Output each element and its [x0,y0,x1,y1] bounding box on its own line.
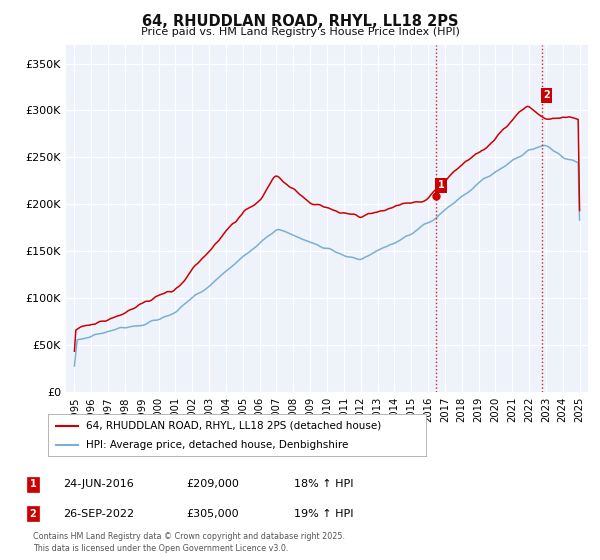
Text: 24-JUN-2016: 24-JUN-2016 [63,479,134,489]
Text: 1: 1 [29,479,37,489]
Text: £305,000: £305,000 [186,508,239,519]
Text: 1: 1 [438,180,445,190]
Text: Price paid vs. HM Land Registry's House Price Index (HPI): Price paid vs. HM Land Registry's House … [140,27,460,37]
Text: 64, RHUDDLAN ROAD, RHYL, LL18 2PS (detached house): 64, RHUDDLAN ROAD, RHYL, LL18 2PS (detac… [86,421,381,431]
Text: 2: 2 [543,90,550,100]
Text: HPI: Average price, detached house, Denbighshire: HPI: Average price, detached house, Denb… [86,440,348,450]
Text: 18% ↑ HPI: 18% ↑ HPI [294,479,353,489]
Text: Contains HM Land Registry data © Crown copyright and database right 2025.
This d: Contains HM Land Registry data © Crown c… [33,533,345,553]
Text: £209,000: £209,000 [186,479,239,489]
Text: 64, RHUDDLAN ROAD, RHYL, LL18 2PS: 64, RHUDDLAN ROAD, RHYL, LL18 2PS [142,14,458,29]
Text: 19% ↑ HPI: 19% ↑ HPI [294,508,353,519]
Text: 26-SEP-2022: 26-SEP-2022 [63,508,134,519]
Text: 2: 2 [29,508,37,519]
